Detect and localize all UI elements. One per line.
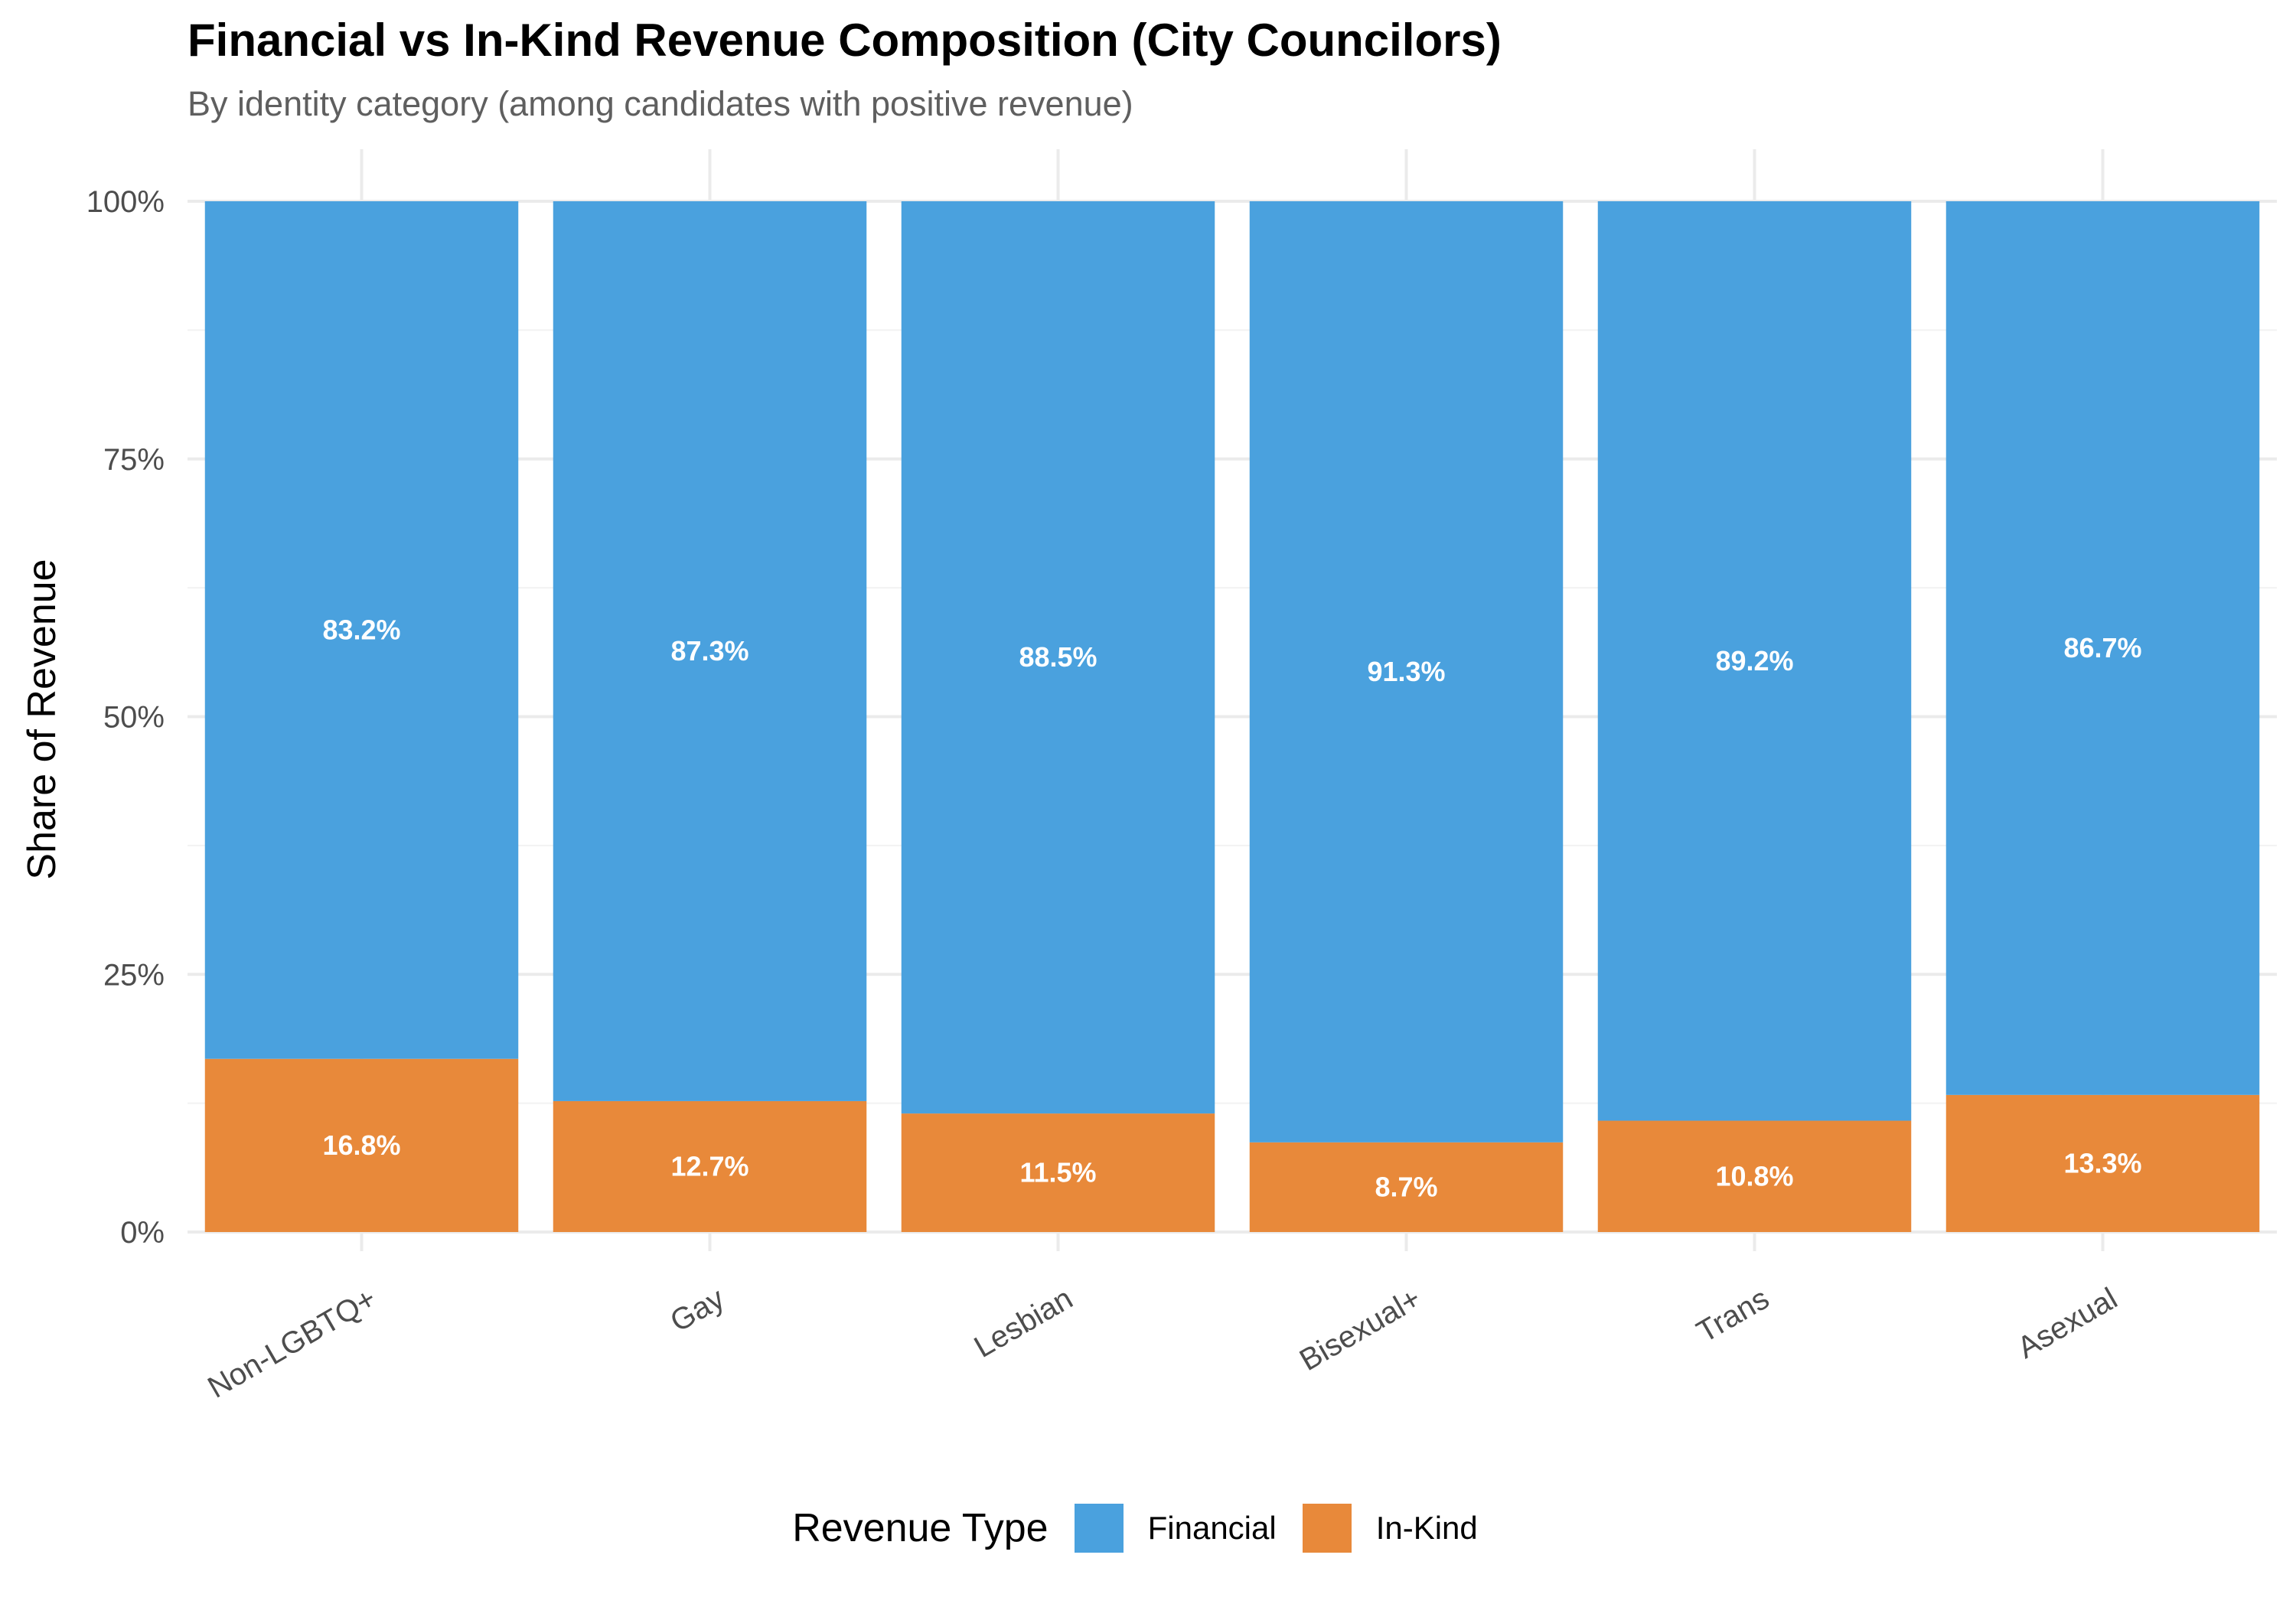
bar-value-label: 88.5%: [1019, 641, 1097, 673]
bar-financial-trans: [1597, 201, 1912, 1121]
y-axis-ticks: 0% 25% 50% 75% 100%: [86, 185, 165, 1250]
legend-item-in-kind: In-Kind: [1302, 1504, 1478, 1553]
bar-financial-gay: [553, 201, 867, 1101]
bar-labels: 16.8% 83.2% 12.7% 87.3% 11.5% 88.5% 8.7% 91.3% 1…: [322, 614, 2141, 1202]
legend-swatch: [1302, 1504, 1352, 1553]
bars: [204, 201, 2260, 1232]
bar-in-kind-asexual: [1945, 1094, 2260, 1232]
bar-financial-bisexual-: [1249, 201, 1564, 1143]
bar-financial-lesbian: [901, 201, 1215, 1114]
x-tick-label: Non-LGBTQ+: [202, 1282, 382, 1405]
bar-value-label: 89.2%: [1715, 645, 1793, 676]
x-axis-ticks: Non-LGBTQ+ Gay Lesbian Bisexual+ Trans Asexua…: [202, 1282, 2123, 1405]
legend: Revenue Type Financial In-Kind: [0, 1504, 2296, 1553]
bar-value-label: 12.7%: [670, 1150, 748, 1182]
chart-title: Financial vs In-Kind Revenue Composition…: [188, 15, 1502, 66]
bar-value-label: 10.8%: [1715, 1160, 1793, 1191]
x-tick-label: Trans: [1691, 1282, 1775, 1349]
y-tick-label: 75%: [103, 443, 165, 477]
bar-value-label: 87.3%: [670, 635, 748, 667]
bar-value-label: 83.2%: [322, 614, 400, 645]
bar-in-kind-non-lgbtq-: [204, 1058, 519, 1232]
y-tick-label: 100%: [86, 185, 165, 219]
x-tick-label: Asexual: [2012, 1282, 2123, 1365]
bar-in-kind-gay: [553, 1100, 867, 1232]
bar-value-label: 11.5%: [1019, 1157, 1096, 1188]
bar-value-label: 16.8%: [322, 1129, 400, 1161]
y-tick-label: 0%: [120, 1216, 165, 1250]
bar-value-label: 13.3%: [2063, 1147, 2141, 1178]
x-tick-label: Lesbian: [969, 1282, 1078, 1364]
y-axis-label: Share of Revenue: [20, 559, 64, 879]
legend-label: In-Kind: [1375, 1510, 1478, 1546]
bar-financial-asexual: [1945, 201, 2260, 1095]
bar-value-label: 8.7%: [1375, 1171, 1437, 1202]
x-tick-label: Gay: [664, 1282, 730, 1339]
legend-label: Financial: [1147, 1510, 1277, 1546]
bar-financial-non-lgbtq-: [204, 201, 519, 1059]
legend-items: Financial In-Kind: [1074, 1504, 1504, 1553]
legend-item-financial: Financial: [1074, 1504, 1277, 1553]
chart-subtitle: By identity category (among candidates w…: [188, 84, 1133, 123]
y-tick-label: 25%: [103, 958, 165, 992]
legend-swatch: [1074, 1504, 1124, 1553]
bar-in-kind-trans: [1597, 1120, 1912, 1232]
bar-in-kind-bisexual-: [1249, 1142, 1564, 1232]
legend-title: Revenue Type: [792, 1506, 1049, 1550]
bar-value-label: 91.3%: [1367, 656, 1445, 687]
x-tick-label: Bisexual+: [1294, 1282, 1427, 1377]
y-tick-label: 50%: [103, 701, 165, 735]
bar-value-label: 86.7%: [2063, 632, 2141, 663]
bar-in-kind-lesbian: [901, 1113, 1215, 1232]
